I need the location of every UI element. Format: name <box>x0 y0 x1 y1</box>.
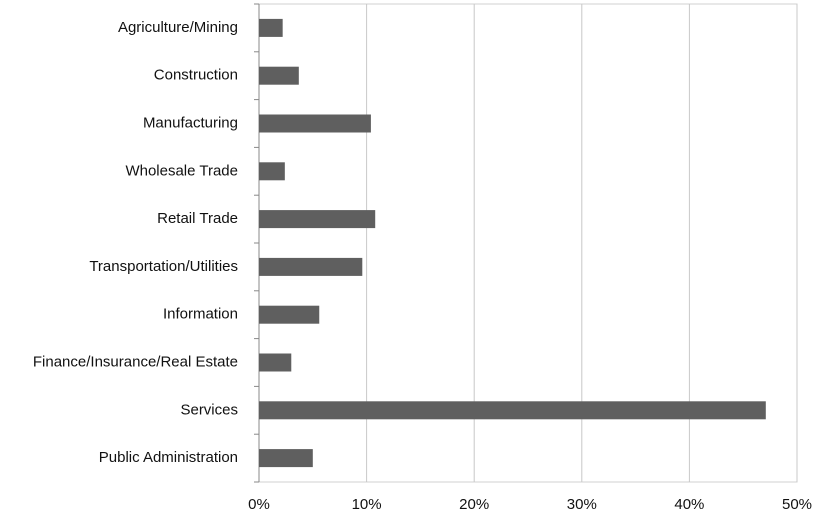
y-tick-label: Services <box>180 401 238 418</box>
x-tick-label: 30% <box>567 496 597 513</box>
x-tick-label: 50% <box>782 496 812 513</box>
y-tick-label: Construction <box>154 67 238 84</box>
y-tick-label: Retail Trade <box>157 210 238 227</box>
bar <box>259 210 376 229</box>
y-tick-label: Transportation/Utilities <box>89 258 238 275</box>
bar <box>259 162 285 181</box>
bar <box>259 114 371 133</box>
y-tick-label: Manufacturing <box>143 114 238 131</box>
x-tick-label: 20% <box>459 496 489 513</box>
y-tick-label: Wholesale Trade <box>125 162 238 179</box>
y-tick-label: Agriculture/Mining <box>118 19 238 36</box>
x-tick-label: 40% <box>674 496 704 513</box>
bar <box>259 18 283 37</box>
y-tick-label: Public Administration <box>99 449 238 466</box>
bar <box>259 66 299 85</box>
y-tick-label: Finance/Insurance/Real Estate <box>33 353 238 370</box>
y-tick-label: Information <box>163 306 238 323</box>
bar <box>259 449 313 468</box>
x-tick-label: 10% <box>352 496 382 513</box>
bar <box>259 257 363 276</box>
bar <box>259 305 320 324</box>
bar <box>259 401 766 420</box>
bar <box>259 353 292 372</box>
x-tick-label: 0% <box>248 496 270 513</box>
